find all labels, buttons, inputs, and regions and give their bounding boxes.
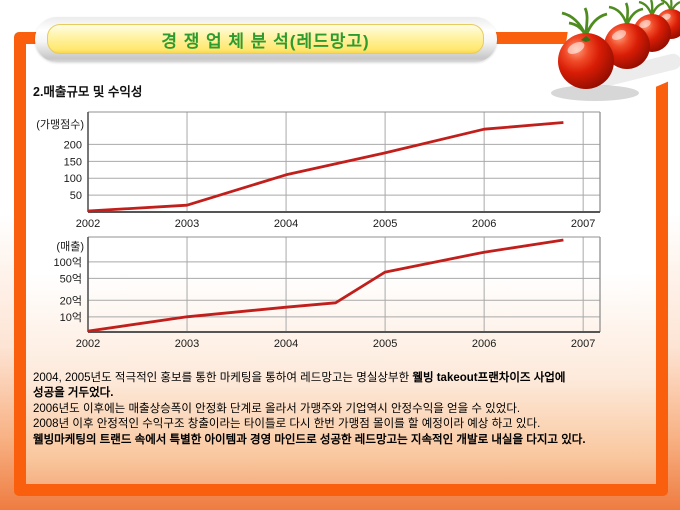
slide-frame	[14, 32, 668, 496]
analysis-line-3: 2006년도 이후에는 매출상승폭이 안정화 단계로 올라서 가맹주와 기업역시…	[33, 402, 521, 415]
revenue-chart: 10억 20억 50억 100억 2002 2003 2004 2005 2006 2007 (매출…	[54, 236, 601, 350]
franchise-count-chart: 50 100 150 200 2002 2003 2004 2005 2006 2007 (가맹점수…	[36, 111, 601, 230]
data-series-line	[87, 238, 564, 333]
y-tick-label: 20억	[60, 294, 82, 307]
x-tick-label: 2007	[571, 218, 595, 230]
x-tick-label: 2002	[76, 218, 100, 230]
analysis-line-2: 성공을 거두었다.	[33, 387, 114, 400]
x-tick-label: 2003	[175, 218, 199, 230]
x-tick-label: 2004	[274, 338, 298, 350]
x-tick-label: 2004	[274, 218, 298, 230]
y-tick-label: 150	[64, 156, 82, 168]
y-tick-label: 10억	[60, 311, 82, 324]
x-tick-label: 2006	[472, 218, 496, 230]
x-tick-label: 2003	[175, 338, 199, 350]
section-subtitle: 2.매출규모 및 수익성	[33, 85, 143, 99]
title-capsule: 경 쟁 업 체 분 석(레드망고)	[35, 17, 497, 62]
x-tick-label: 2005	[373, 218, 397, 230]
title-pill: 경 쟁 업 체 분 석(레드망고)	[47, 24, 484, 54]
tomatoes-image	[551, 0, 680, 101]
x-tick-label: 2007	[571, 338, 595, 350]
y-tick-label: 50	[70, 190, 82, 202]
page-title: 경 쟁 업 체 분 석(레드망고)	[161, 31, 370, 51]
analysis-line-1: 2004, 2005년도 적극적인 홍보를 통한 마케팅을 통하여 레드망고는 …	[33, 372, 566, 384]
y-tick-label: 200	[64, 139, 82, 151]
analysis-line-5: 웰빙마케팅의 트랜드 속에서 특별한 아이템과 경영 마인드로 성공한 레드망고…	[33, 433, 586, 446]
x-tick-label: 2005	[373, 338, 397, 350]
y-tick-label: 50억	[60, 272, 82, 285]
tomato-2	[604, 2, 650, 69]
y-tick-label: 100억	[54, 256, 82, 269]
tomato-1	[558, 7, 614, 89]
analysis-line-4: 2008년 이후 안정적인 수익구조 창출이라는 타이틀로 다시 한번 가맹점 …	[33, 418, 541, 431]
axis-unit-label: (매출)	[56, 240, 84, 253]
axis-unit-label: (가맹점수)	[36, 118, 84, 131]
x-tick-label: 2006	[472, 338, 496, 350]
tomato-ground-shadow	[551, 85, 639, 101]
x-tick-label: 2002	[76, 338, 100, 350]
analysis-paragraph: 2004, 2005년도 적극적인 홍보를 통한 마케팅을 통하여 레드망고는 …	[33, 371, 651, 448]
y-tick-label: 100	[64, 173, 82, 185]
data-series-line	[87, 121, 564, 213]
